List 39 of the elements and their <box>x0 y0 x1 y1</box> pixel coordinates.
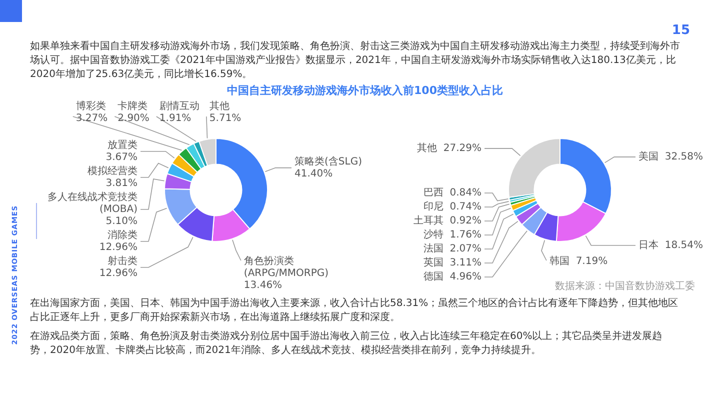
slice-label: 其他 <box>209 100 230 112</box>
slice-label: 射击类 <box>108 254 138 267</box>
slice-label: 韩国 7.19% <box>549 255 608 268</box>
text: 在出海国家方面，美国、日本、韩国为中国手游出海收入主要来源，收入合计占比58.31%；虽然三个地区的合计占比有逐年下降趋势，但其他地区占比正逐年上升，更多厂商开始探索新兴市场，在出海道路上继续拓展广度和深度。 <box>30 297 680 325</box>
slice-label: 日本 18.54% <box>638 238 703 251</box>
data-label: 12.96% <box>99 242 138 253</box>
slice-label: 巴西 0.84% <box>423 188 482 199</box>
data-label: 41.40% <box>294 168 333 180</box>
data-label: 3.67% <box>106 152 138 163</box>
data-label: 3.27% <box>76 113 108 124</box>
data-label: 1.91% <box>159 113 192 124</box>
slice-label: 角色扮演类(ARPG/MMORPG) <box>244 255 329 280</box>
slice-label: 英国 3.11% <box>423 256 482 269</box>
slice-label: 多人在线战术竞技类(MOBA) <box>48 190 138 215</box>
data-label: 2.90% <box>118 113 150 124</box>
slice-label: 消除类 <box>108 228 138 241</box>
slice-label: 印尼 0.74% <box>423 200 482 213</box>
data-label: 5.10% <box>106 216 138 227</box>
data-label: 3.81% <box>106 178 138 189</box>
slice-label: 土耳其 0.92% <box>413 214 482 227</box>
slice-label: 放置类 <box>108 138 138 151</box>
text: 在游戏品类方面，策略、角色扮演及射击类游戏分别位居中国手游出海收入前三位，收入占比连续三年稳定在60%以上；其它品类呈并进发展趋势，2020年放置、卡牌类占比较高，而2021年消除、多人在线战术竞技、模拟经营类排在前列，竞争力持续提升。 <box>30 330 664 358</box>
slice-label: 其他 27.29% <box>417 142 482 154</box>
data-label: 12.96% <box>99 268 138 279</box>
slice-label: 策略类(含SLG) <box>294 155 362 168</box>
slice-label: 博彩类 <box>76 100 106 112</box>
slice-label: 模拟经营类 <box>88 164 138 177</box>
text: 如果单独来看中国自主研发移动游戏海外市场，我们发现策略、角色扮演、射击这三类游戏为中国自主研发移动游戏出海主力类型，持续受到海外市场认可。据中国音数协游戏工委《2021年中国游戏产业报告》数据显示，2021年，中国自主研发游戏海外市场实际销售收入达180.13亿美元，比2020年增加了25.63亿美元，同比增长16.59%。 <box>30 40 680 82</box>
text: 15 <box>670 23 690 38</box>
slice-label: 美国 32.58% <box>638 150 703 163</box>
slice-label: 卡牌类 <box>118 100 148 112</box>
chart-title: 中国自主研发移动游戏海外市场收入前100类型收入占比 <box>226 84 504 98</box>
slice-label: 德国 4.96% <box>423 272 482 283</box>
source-note: 数据来源：中国音数协游戏工委 <box>554 280 695 294</box>
slice-label: 剧情互动 <box>159 100 200 112</box>
slice-label: 沙特 1.76% <box>423 228 482 241</box>
slice-label: 法国 2.07% <box>423 242 482 255</box>
data-label: 5.71% <box>209 113 242 124</box>
data-label: 13.46% <box>244 280 282 292</box>
